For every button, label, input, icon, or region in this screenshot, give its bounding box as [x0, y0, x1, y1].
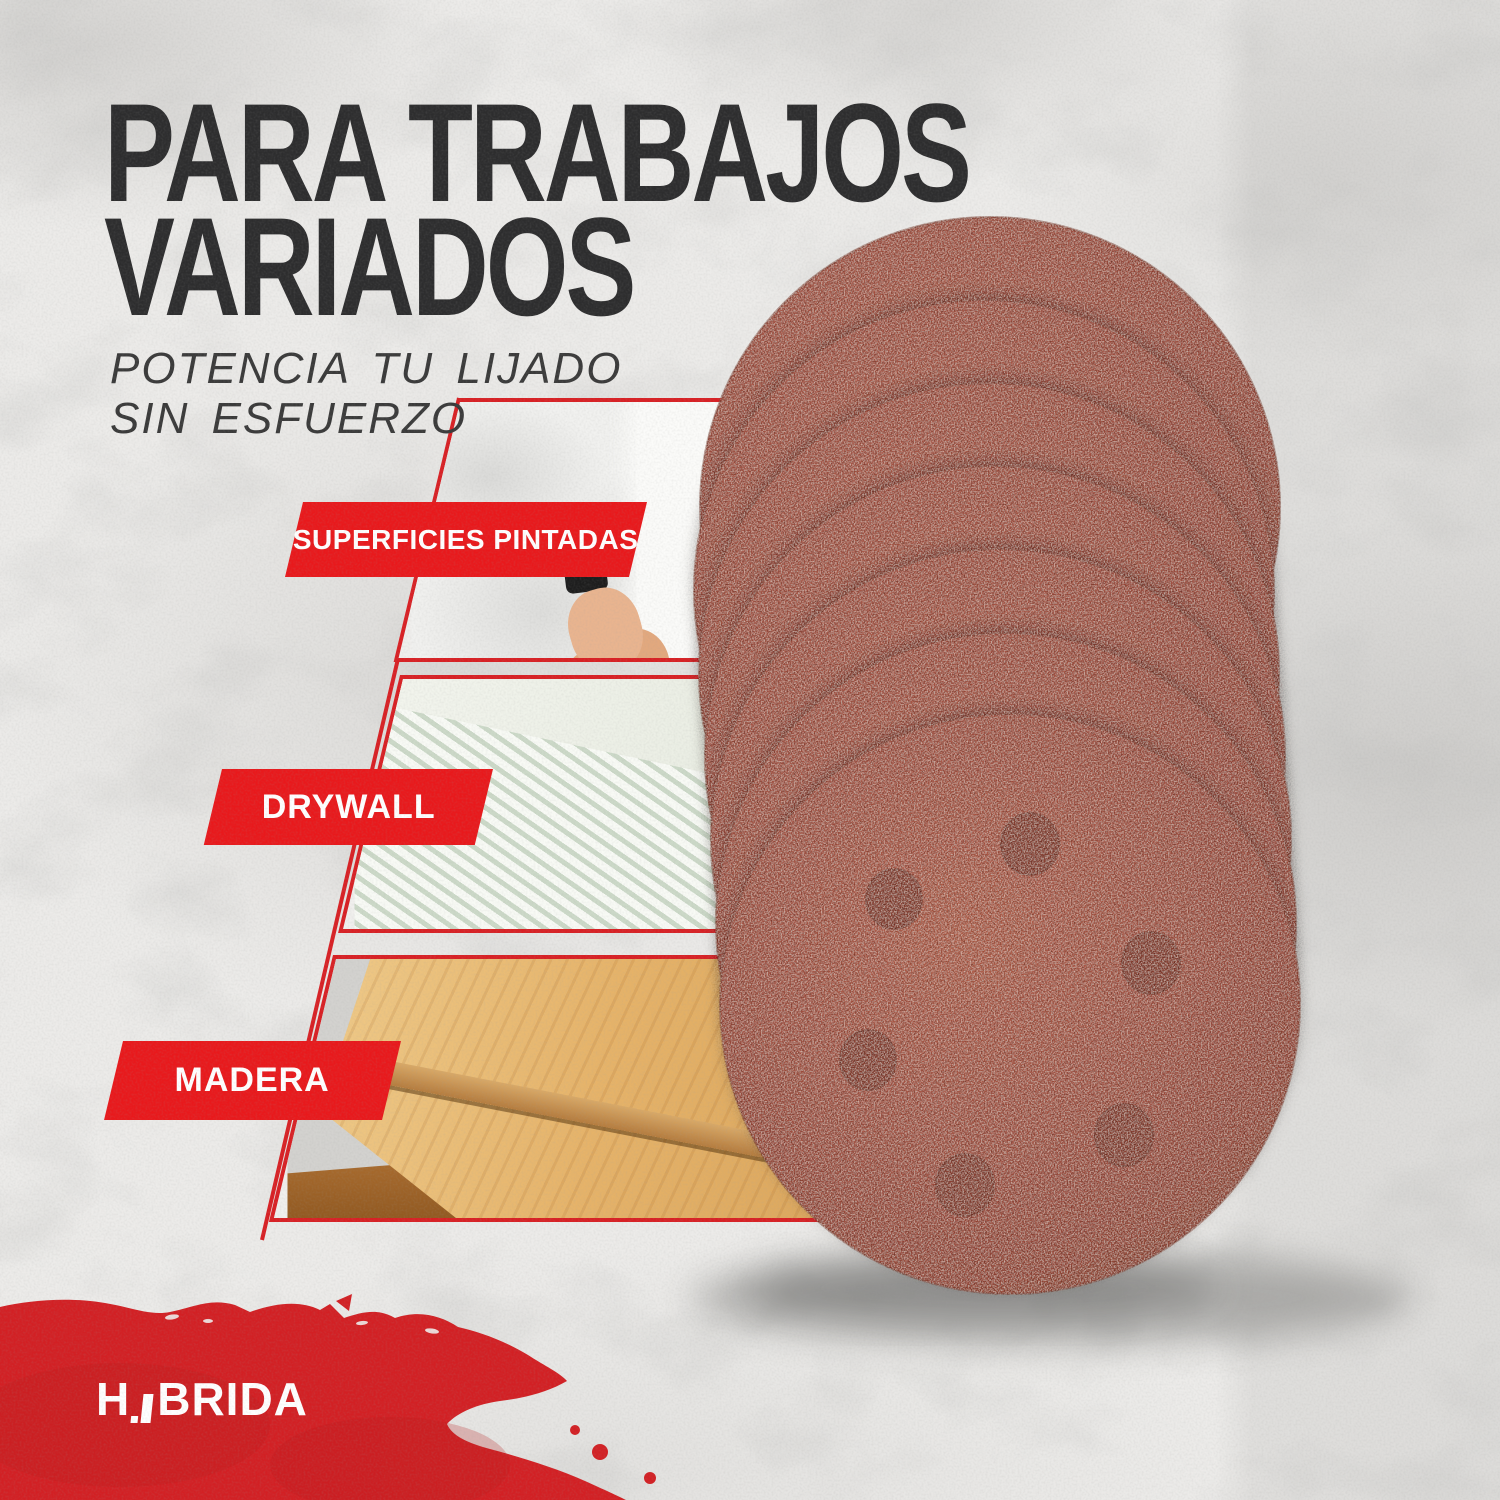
page-title: PARA TRABAJOS VARIADOS — [104, 83, 972, 337]
fresh-paint-band — [636, 398, 772, 662]
callout-banner-drywall: DRYWALL — [203, 769, 493, 845]
subtitle-line-1: POTENCIA TU LIJADO — [110, 344, 623, 393]
page-subtitle: POTENCIA TU LIJADO SIN ESFUERZO — [110, 344, 622, 444]
callout-label-wood: MADERA — [174, 1061, 331, 1099]
logo-text-right: BRIDA — [157, 1373, 308, 1425]
logo-i-mark — [130, 1394, 154, 1423]
subtitle-line-2: SIN ESFUERZO — [110, 394, 468, 443]
logo-text-left: H — [96, 1373, 131, 1425]
logo-dot — [130, 1416, 139, 1423]
callout-banner-painted-surfaces: SUPERFICIES PINTADAS — [284, 502, 647, 577]
callout-banner-wood: MADERA — [104, 1041, 401, 1120]
callout-label-painted-surfaces: SUPERFICIES PINTADAS — [293, 523, 639, 555]
callout-label-drywall: DRYWALL — [261, 787, 436, 826]
brand-logo: H BRIDA — [96, 1372, 308, 1426]
